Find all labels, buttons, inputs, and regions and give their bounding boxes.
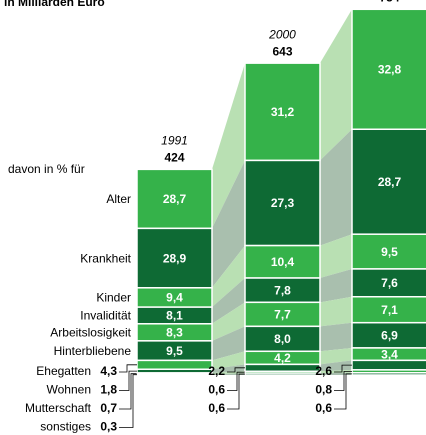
segment [244, 159, 321, 247]
value-label: 2,6 [315, 364, 332, 378]
total-label: 754 [379, 0, 399, 4]
year-label: 1991 [161, 134, 188, 148]
segment [244, 277, 321, 304]
value-label: 31,2 [271, 105, 295, 119]
value-label: 27,3 [271, 196, 295, 210]
value-label: 6,9 [381, 328, 398, 342]
connector-band [320, 9, 352, 161]
leader-line [119, 370, 137, 391]
connector-band [212, 278, 245, 324]
segment [351, 359, 426, 371]
category-label: Mutterschaft [25, 401, 92, 415]
segment [136, 373, 213, 376]
value-label: 9,4 [166, 291, 183, 305]
segment [351, 128, 426, 235]
category-label: Ehegatten [36, 364, 91, 378]
value-label: 0,3 [100, 420, 117, 434]
segment [136, 168, 213, 230]
value-label: 8,0 [274, 332, 291, 346]
bands [212, 9, 352, 375]
segment [244, 244, 321, 279]
value-label: 7,1 [381, 303, 398, 317]
value-label: 0,6 [315, 401, 332, 415]
leader-line [334, 370, 352, 391]
connector-band [320, 234, 352, 279]
connector-band [212, 160, 245, 288]
segment [351, 321, 426, 349]
connector-band [320, 360, 352, 372]
connector-band [320, 347, 352, 365]
value-label: 8,1 [166, 309, 183, 323]
value-label: 32,8 [378, 62, 402, 76]
category-label: Krankheit [80, 251, 131, 265]
connector-band [320, 296, 352, 327]
connector-band [212, 326, 245, 361]
segment [351, 372, 426, 376]
category-label: Wohnen [47, 383, 91, 397]
segment [351, 295, 426, 324]
year-label: 2000 [268, 27, 296, 41]
segment [351, 233, 426, 270]
segment [351, 268, 426, 298]
segment [244, 301, 321, 328]
segment [351, 8, 426, 131]
category-label: Invalidität [80, 309, 131, 323]
connector-band [212, 245, 245, 308]
segment [244, 372, 321, 376]
connector-band [212, 302, 245, 341]
leader-line [227, 367, 245, 373]
value-label: 7,6 [381, 276, 398, 290]
leader-line [334, 364, 352, 373]
connector-band [320, 322, 352, 352]
value-label: 9,5 [381, 245, 398, 259]
value-label: 7,7 [274, 308, 291, 322]
connector-band [320, 268, 352, 303]
category-label: Hinterbliebene [54, 344, 132, 358]
segment [136, 359, 213, 370]
category-label: sonstiges [40, 420, 91, 434]
value-label: 1,8 [100, 383, 117, 397]
category-label: Arbeitslosigkeit [50, 326, 131, 340]
category-label: Kinder [96, 291, 131, 305]
connector-band [212, 63, 245, 229]
value-label: 7,8 [274, 283, 291, 297]
value-label: 2,2 [208, 364, 225, 378]
segment [244, 363, 321, 373]
connector-band [212, 364, 245, 373]
leader-line [119, 373, 137, 410]
leader-line [227, 373, 245, 410]
segment [136, 227, 213, 289]
segment [244, 62, 321, 162]
connector-band [212, 351, 245, 370]
leader-line [334, 373, 352, 410]
total-label: 643 [272, 44, 292, 58]
leader-line [119, 364, 137, 373]
value-label: 4,2 [274, 351, 291, 365]
value-label: 28,7 [378, 175, 402, 189]
chart-title: in Milliarden Euro [4, 0, 105, 9]
total-label: 424 [164, 151, 184, 165]
value-label: 3,4 [381, 347, 398, 361]
chart-subtitle: davon in % für [8, 162, 85, 176]
value-label: 0,6 [208, 401, 225, 415]
value-label: 28,7 [163, 192, 187, 206]
value-label: 8,3 [166, 326, 183, 340]
leader-line [227, 371, 245, 391]
value-label: 0,7 [100, 401, 117, 415]
value-label: 10,4 [271, 255, 295, 269]
value-label: 4,3 [100, 364, 117, 378]
value-label: 28,9 [163, 251, 187, 265]
value-label: 0,6 [208, 383, 225, 397]
category-label: Alter [106, 192, 131, 206]
connector-band [320, 129, 352, 246]
leader-line [119, 374, 137, 428]
value-label: 0,8 [315, 383, 332, 397]
value-label: 9,5 [166, 344, 183, 358]
